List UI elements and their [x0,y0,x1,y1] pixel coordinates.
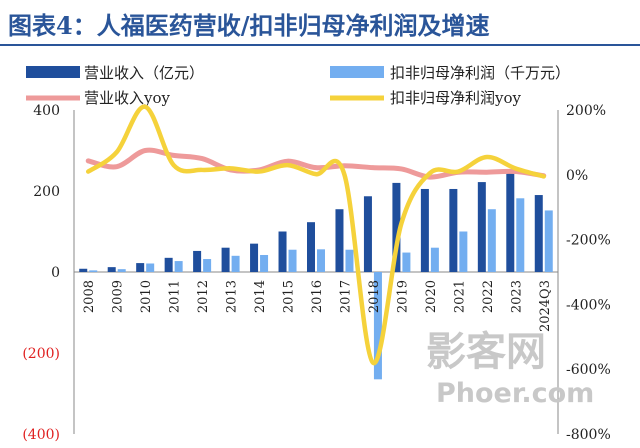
x-tick-label: 2015 [282,280,297,313]
revenue-bar [363,196,372,272]
right-tick-label: -400% [566,297,611,313]
profit-bar [288,249,297,272]
revenue-bar [449,188,458,272]
profit-bar [516,198,525,272]
profit-bar [317,249,325,272]
left-tick-label: (400) [22,427,60,443]
revenue-bar [107,267,116,272]
profit-bar [117,269,126,272]
legend-label-revenue: 营业收入（亿元） [84,64,204,82]
revenue-bar [335,209,344,272]
left-tick-label: (200) [22,346,60,362]
revenue-bar [164,257,173,272]
revenue-bar [534,195,543,272]
legend-label-profit: 扣非归母净利润（千万元） [390,64,570,82]
x-tick-label: 2024Q3 [538,280,553,332]
x-tick-label: 2016 [310,280,325,313]
x-tick-label: 2023 [509,280,524,313]
legend-swatch-revenue [26,66,80,78]
revenue-bars [79,172,543,272]
revenue-bar [250,243,259,272]
profit-bar [146,263,155,272]
right-tick-label: -200% [566,233,611,249]
profit-bar [373,272,382,380]
revenue-bar [506,172,515,272]
x-tick-label: 2020 [424,280,439,313]
x-tick-label: 2021 [452,280,467,313]
profit-bar [203,259,212,272]
profit-bars [89,198,553,380]
profit-bar [89,270,98,272]
profit-bar [544,210,553,272]
profit-bar [402,252,411,272]
profit-bar [487,209,496,272]
right-tick-label: 0% [566,168,588,184]
watermark-line2: Phoer.com [436,378,594,409]
revenue-bar [420,188,429,272]
x-axis-ticks: 2008 2009 2010 2011 2012 2013 2014 2015 2016 2017… [82,280,553,332]
x-tick-label: 2018 [367,280,382,313]
revenue-bar [193,250,202,272]
watermark: 影客网 Phoer.com [426,329,594,409]
left-tick-label: 0 [51,265,60,281]
right-tick-label: -800% [566,427,611,443]
right-tick-label: -600% [566,362,611,378]
profit-yoy-line [85,104,547,365]
x-tick-label: 2010 [139,280,154,313]
profit-bar [430,247,439,272]
right-axis-ticks: 200% 0% -200% -400% -600% -800% [566,103,611,443]
profit-bar [260,254,269,272]
revenue-bar [278,231,287,272]
x-tick-label: 2022 [481,280,496,313]
x-tick-label: 2009 [111,280,126,313]
revenue-bar [307,222,315,272]
legend-label-revenue-yoy: 营业收入yoy [84,89,171,107]
revenue-bar [79,268,88,272]
profit-bar [459,231,468,272]
revenue-bar [136,263,145,272]
legend-swatch-profit [330,66,384,78]
left-tick-label: 400 [33,103,60,119]
x-tick-label: 2014 [253,280,268,313]
x-tick-label: 2008 [82,280,97,313]
profit-bar [231,255,240,272]
x-tick-label: 2012 [196,280,211,313]
legend: 营业收入（亿元） 扣非归母净利润（千万元） 营业收入yoy 扣非归母净利润yoy [26,64,570,107]
x-tick-label: 2011 [168,280,183,313]
revenue-bar [221,247,230,272]
yoy-lines [85,104,547,365]
left-axis-ticks: 400 200 0 (200) (400) [22,103,60,443]
left-tick-label: 200 [33,184,60,200]
revenue-bar [477,182,486,272]
x-tick-label: 2019 [395,280,410,313]
x-tick-label: 2017 [338,280,353,313]
x-tick-label: 2013 [225,280,240,313]
right-tick-label: 200% [566,103,606,119]
watermark-line1: 影客网 [426,329,546,375]
revenue-bar [392,182,401,272]
legend-label-profit-yoy: 扣非归母净利润yoy [390,89,522,107]
profit-bar [174,261,183,272]
chart-title: 图表4：人福医药营收/扣非归母净利润及增速 [8,11,490,40]
title-bar: 图表4：人福医药营收/扣非归母净利润及增速 [0,0,640,46]
profit-bar [345,249,354,272]
